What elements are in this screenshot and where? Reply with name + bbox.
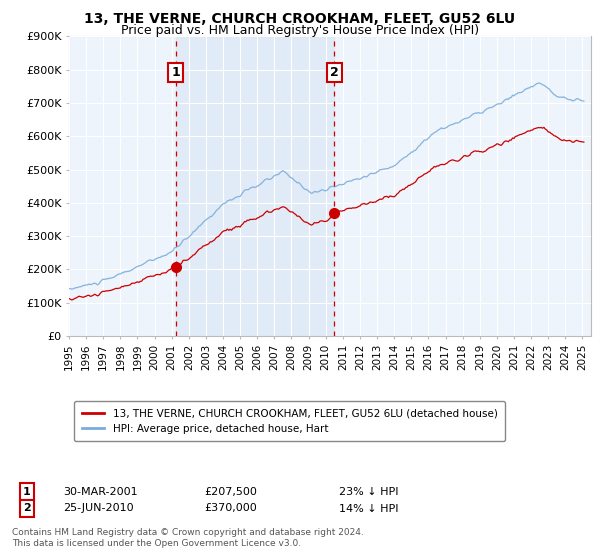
Text: 1: 1 — [172, 66, 181, 79]
Text: 2: 2 — [23, 503, 31, 514]
Text: 14% ↓ HPI: 14% ↓ HPI — [339, 503, 398, 514]
Legend: 13, THE VERNE, CHURCH CROOKHAM, FLEET, GU52 6LU (detached house), HPI: Average p: 13, THE VERNE, CHURCH CROOKHAM, FLEET, G… — [74, 401, 505, 441]
Text: Contains HM Land Registry data © Crown copyright and database right 2024.
This d: Contains HM Land Registry data © Crown c… — [12, 528, 364, 548]
Text: £207,500: £207,500 — [204, 487, 257, 497]
Text: 25-JUN-2010: 25-JUN-2010 — [63, 503, 134, 514]
Text: Price paid vs. HM Land Registry's House Price Index (HPI): Price paid vs. HM Land Registry's House … — [121, 24, 479, 37]
Text: £370,000: £370,000 — [204, 503, 257, 514]
Text: 1: 1 — [23, 487, 31, 497]
Text: 2: 2 — [330, 66, 338, 79]
Bar — [176, 36, 334, 336]
Text: 23% ↓ HPI: 23% ↓ HPI — [339, 487, 398, 497]
Text: 13, THE VERNE, CHURCH CROOKHAM, FLEET, GU52 6LU: 13, THE VERNE, CHURCH CROOKHAM, FLEET, G… — [85, 12, 515, 26]
Text: 30-MAR-2001: 30-MAR-2001 — [63, 487, 137, 497]
